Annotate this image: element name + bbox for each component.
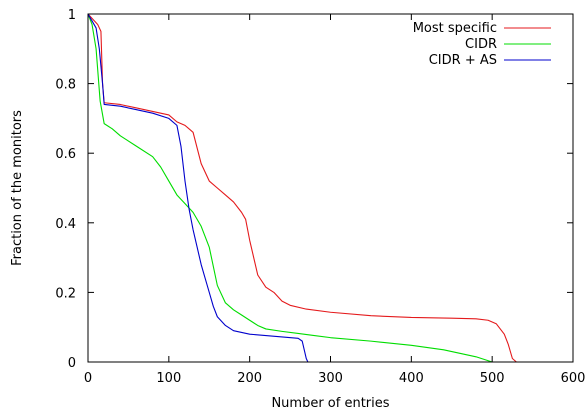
series-line-2 <box>87 13 493 363</box>
y-tick-label: 0.2 <box>55 286 76 301</box>
y-tick-label: 0.8 <box>55 78 76 93</box>
x-tick-label: 0 <box>84 371 92 386</box>
x-tick-label: 200 <box>237 371 262 386</box>
y-tick-label: 0.4 <box>55 217 76 232</box>
series-line-1 <box>87 13 517 363</box>
y-tick-label: 0.6 <box>55 147 76 162</box>
x-tick-label: 500 <box>480 371 505 386</box>
y-tick-label: 0 <box>68 356 76 371</box>
legend-label-1: Most specific <box>413 21 497 36</box>
legend-label-3: CIDR + AS <box>429 53 497 68</box>
x-tick-label: 300 <box>318 371 343 386</box>
ticks-layer: 0 100 200 300 400 500 600 0 0.2 0.4 0.6 0.8 1 <box>55 8 585 386</box>
x-tick-label: 100 <box>156 371 181 386</box>
series-line-3 <box>87 13 309 363</box>
x-axis-title: Number of entries <box>271 396 389 411</box>
series-layer <box>87 13 517 363</box>
legend-label-2: CIDR <box>465 37 497 52</box>
y-tick-label: 1 <box>68 8 76 23</box>
y-axis-title: Fraction of the monitors <box>10 110 25 266</box>
x-tick-label: 600 <box>561 371 586 386</box>
x-tick-label: 400 <box>399 371 424 386</box>
plot-frame <box>87 13 574 363</box>
